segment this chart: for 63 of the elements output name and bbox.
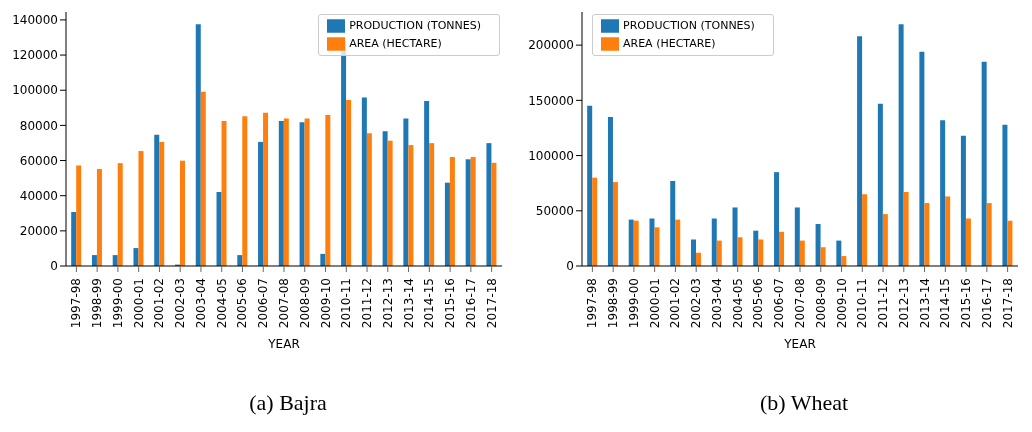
y-tick-label: 140000 xyxy=(12,13,58,28)
x-tick-label: 2003-04 xyxy=(709,278,724,329)
x-tick-label: 1997-98 xyxy=(69,278,84,329)
x-tick-label: 2000-01 xyxy=(647,278,662,329)
y-tick-label: 0 xyxy=(566,259,574,274)
x-tick-label: 2015-16 xyxy=(443,278,458,329)
x-tick-label: 2003-04 xyxy=(193,278,208,329)
x-tick-label: 2016-17 xyxy=(979,278,994,329)
y-tick-label: 120000 xyxy=(12,48,58,63)
x-axis-title: YEAR xyxy=(267,337,300,351)
y-tick-label: 20000 xyxy=(19,224,58,239)
x-tick-label: 2008-09 xyxy=(813,278,828,329)
x-tick-label: 1998-99 xyxy=(90,278,105,329)
y-tick-label: 80000 xyxy=(19,118,58,133)
x-tick-label: 2009-10 xyxy=(834,278,849,329)
x-tick-label: 1998-99 xyxy=(606,278,621,329)
y-tick-label: 60000 xyxy=(19,153,58,168)
x-tick-label: 2014-15 xyxy=(938,278,953,329)
x-tick-label: 2011-12 xyxy=(876,278,891,329)
x-tick-label: 2009-10 xyxy=(318,278,333,329)
legend-label: AREA (HECTARE) xyxy=(349,37,442,50)
x-tick-label: 2008-09 xyxy=(297,278,312,329)
y-tick-label: 150000 xyxy=(528,93,574,108)
x-tick-label: 2004-05 xyxy=(730,278,745,329)
x-tick-label: 2015-16 xyxy=(959,278,974,329)
x-tick-label: 1999-00 xyxy=(626,278,641,329)
x-tick-label: 1997-98 xyxy=(585,278,600,329)
x-tick-label: 2007-08 xyxy=(793,278,807,329)
x-axis-title: YEAR xyxy=(783,337,816,351)
x-tick-label: 2017-18 xyxy=(1000,278,1015,329)
y-tick-label: 100000 xyxy=(12,83,58,98)
y-tick-label: 0 xyxy=(50,259,58,274)
text: (b) Wheat xyxy=(758,390,850,416)
text: (a) Bajra xyxy=(248,390,328,416)
x-tick-label: 2012-13 xyxy=(896,278,911,329)
x-tick-label: 2001-02 xyxy=(152,278,167,329)
x-tick-label: 2017-18 xyxy=(484,278,499,329)
x-tick-label: 2014-15 xyxy=(422,278,437,329)
x-tick-label: 2013-14 xyxy=(917,278,932,329)
x-tick-label: 2002-03 xyxy=(173,278,188,329)
legend-label: PRODUCTION (TONNES) xyxy=(623,19,755,32)
x-tick-label: 2010-11 xyxy=(339,278,354,329)
x-tick-label: 2001-02 xyxy=(668,278,683,329)
x-tick-label: 2012-13 xyxy=(380,278,395,329)
x-tick-label: 1999-00 xyxy=(110,278,125,329)
x-tick-label: 2010-11 xyxy=(855,278,870,329)
x-tick-label: 2005-06 xyxy=(751,278,766,329)
y-tick-label: 50000 xyxy=(535,204,574,219)
x-tick-label: 2004-05 xyxy=(214,278,229,329)
x-tick-label: 2006-07 xyxy=(256,278,271,329)
x-tick-label: 2002-03 xyxy=(689,278,704,329)
y-tick-label: 40000 xyxy=(19,188,58,203)
x-tick-label: 2016-17 xyxy=(463,278,478,329)
x-tick-label: 2013-14 xyxy=(401,278,416,329)
x-tick-label: 2005-06 xyxy=(235,278,250,329)
legend-label: PRODUCTION (TONNES) xyxy=(349,19,481,32)
legend-label: AREA (HECTARE) xyxy=(623,37,716,50)
x-tick-label: 2011-12 xyxy=(360,278,375,329)
y-tick-label: 100000 xyxy=(528,148,574,163)
y-tick-label: 200000 xyxy=(528,38,574,53)
x-tick-label: 2006-07 xyxy=(772,278,787,329)
x-tick-label: 2000-01 xyxy=(131,278,146,329)
x-tick-label: 2007-08 xyxy=(277,278,291,329)
